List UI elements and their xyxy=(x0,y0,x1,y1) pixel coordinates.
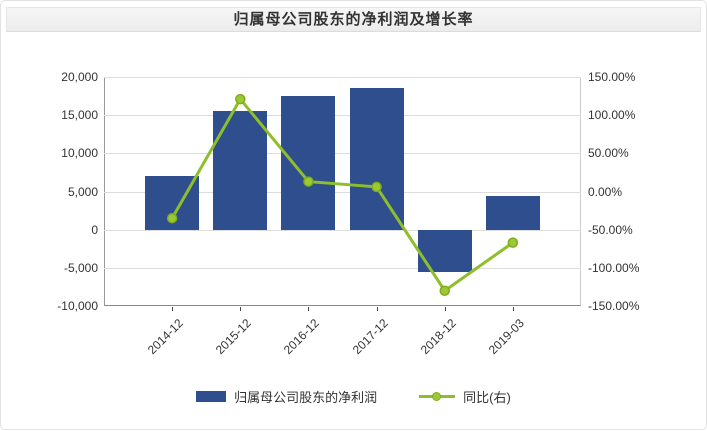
x-axis-label: 2014-12 xyxy=(144,316,187,358)
legend-label: 归属母公司股东的净利润 xyxy=(234,390,378,405)
x-axis-tick xyxy=(376,307,378,311)
x-axis-tick xyxy=(512,307,514,311)
right-axis-tick-label: 150.00% xyxy=(588,70,636,84)
gridline xyxy=(104,229,581,231)
bar-2017-12[interactable] xyxy=(349,88,404,230)
left-axis-tick-label: -5,000 xyxy=(63,260,98,275)
legend: 归属母公司股东的净利润 同比(右) xyxy=(1,387,706,406)
gridline xyxy=(104,115,581,117)
right-axis-tick-label: 100.00% xyxy=(588,108,636,123)
legend-label: 同比(右) xyxy=(463,390,511,405)
bar-2014-12[interactable] xyxy=(145,176,200,230)
left-axis-tick-label: 5,000 xyxy=(67,184,98,199)
right-axis-tick-label: 0.00% xyxy=(588,184,623,199)
bar-2015-12[interactable] xyxy=(213,111,268,230)
legend-line-swatch xyxy=(419,391,456,402)
chart-title: 归属母公司股东的净利润及增长率 xyxy=(233,11,474,28)
left-axis-tick-label: -10,000 xyxy=(57,299,98,313)
left-axis-tick-label: 20,000 xyxy=(61,70,98,84)
x-axis-label: 2018-12 xyxy=(417,316,459,358)
right-axis-tick-label: -50.00% xyxy=(588,222,633,237)
x-axis-tick xyxy=(308,307,310,311)
x-axis-label: 2019-03 xyxy=(485,316,527,358)
x-axis-tick xyxy=(172,307,174,311)
left-axis-tick-label: 0 xyxy=(91,222,98,237)
gridline xyxy=(104,267,581,269)
chart-header: 归属母公司股东的净利润及增长率 xyxy=(6,7,701,32)
x-axis-tick xyxy=(240,307,242,311)
right-axis-tick-label: 50.00% xyxy=(588,146,629,161)
right-axis-tick-label: -150.00% xyxy=(588,299,640,313)
legend-item-yoy[interactable]: 同比(右) xyxy=(419,387,511,406)
gridline xyxy=(104,153,581,155)
left-axis-tick-label: 10,000 xyxy=(61,146,98,161)
x-axis-tick xyxy=(444,307,446,311)
right-axis-tick-label: -100.00% xyxy=(588,260,640,275)
legend-item-net-profit[interactable]: 归属母公司股东的净利润 xyxy=(196,387,377,406)
x-axis-label: 2015-12 xyxy=(213,316,255,358)
x-axis-label: 2016-12 xyxy=(281,316,323,358)
left-axis-tick-label: 15,000 xyxy=(61,108,98,123)
x-axis-label: 2017-12 xyxy=(349,316,391,358)
bar-2019-03[interactable] xyxy=(485,196,540,230)
bar-2016-12[interactable] xyxy=(281,96,336,230)
gridline xyxy=(104,77,581,78)
legend-bar-swatch xyxy=(196,391,227,402)
bar-2018-12[interactable] xyxy=(417,229,472,272)
